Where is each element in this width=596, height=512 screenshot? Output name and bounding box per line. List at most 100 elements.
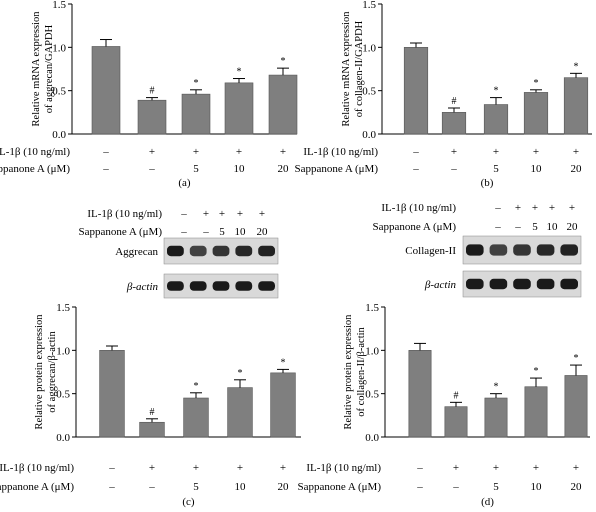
- il1b-condition: +: [149, 462, 155, 474]
- sappanone-condition: –: [202, 226, 209, 238]
- blot-band: [489, 244, 508, 256]
- y-axis-label: Relative protein expression of collagen-I…: [343, 314, 367, 430]
- il1b-condition: +: [515, 202, 521, 214]
- sappanone-condition: –: [108, 481, 115, 493]
- bar: [268, 74, 298, 135]
- il1b-condition: –: [412, 146, 419, 158]
- sappanone-condition: 20: [278, 163, 290, 175]
- sappanone-condition: 10: [547, 221, 559, 233]
- bar: [403, 47, 429, 135]
- il1b-condition: +: [236, 146, 242, 158]
- target-blot-label: Aggrecan: [115, 246, 158, 258]
- il1b-condition: +: [280, 146, 286, 158]
- significance-marker: *: [494, 382, 499, 393]
- il1b-condition: +: [453, 462, 459, 474]
- significance-marker: *: [281, 357, 286, 368]
- blot-band: [536, 244, 555, 256]
- il1b-condition: +: [573, 462, 579, 474]
- sappanone-condition: –: [416, 481, 423, 493]
- loading-blot-label: β-actin: [424, 279, 457, 291]
- bar: [227, 387, 253, 438]
- il1b-condition: –: [416, 462, 423, 474]
- significance-marker: *: [238, 368, 243, 379]
- sappanone-condition: 20: [257, 226, 269, 238]
- sappanone-condition: –: [148, 481, 155, 493]
- blot-band: [258, 281, 275, 291]
- y-axis-label: Relative mRNA expression of aggrecan/GAPD…: [31, 11, 55, 127]
- sappanone-condition: –: [180, 226, 187, 238]
- blot-band: [466, 244, 484, 256]
- sappanone-condition: 5: [193, 481, 199, 493]
- sappanone-condition: –: [450, 163, 457, 175]
- significance-marker: *: [194, 381, 199, 392]
- sappanone-row-label: Sappanone A (μM): [298, 481, 382, 493]
- sappanone-condition: 20: [567, 221, 579, 233]
- blot-band: [258, 245, 275, 257]
- y-tick-label: 1.0: [362, 42, 376, 54]
- blot-band: [536, 278, 555, 290]
- il1b-condition: +: [237, 462, 243, 474]
- blot-band: [235, 281, 253, 291]
- y-axis-label-line: Relative mRNA expression: [341, 11, 352, 127]
- significance-marker: *: [574, 61, 579, 72]
- sappanone-condition: –: [452, 481, 459, 493]
- y-axis-label: Relative protein expression of aggrecan/β…: [34, 314, 58, 430]
- bar: [99, 350, 125, 438]
- blot-band: [466, 278, 484, 290]
- blot-band: [189, 281, 207, 291]
- bar: [444, 406, 468, 438]
- il1b-condition: +: [149, 146, 155, 158]
- panel-label: (b): [481, 177, 494, 189]
- y-tick-label: 1.5: [56, 302, 70, 314]
- panel-label: (c): [182, 496, 195, 508]
- bar: [484, 397, 508, 438]
- y-axis-label-line: of aggrecan/GAPDH: [44, 24, 55, 113]
- il1b-row-label: IL-1β (10 ng/ml): [306, 462, 381, 474]
- sappanone-condition: 5: [193, 163, 199, 175]
- y-tick-label: 0.5: [365, 389, 379, 401]
- il1b-condition: +: [451, 146, 457, 158]
- y-axis-label-line: of aggrecan/β-actin: [47, 331, 58, 413]
- sappanone-condition: –: [412, 163, 419, 175]
- significance-marker: *: [534, 366, 539, 377]
- sappanone-condition: 5: [532, 221, 538, 233]
- il1b-row-label: IL-1β (10 ng/ml): [381, 202, 456, 214]
- sappanone-condition: 5: [219, 226, 225, 238]
- blot-band: [489, 278, 508, 290]
- il1b-condition: +: [193, 146, 199, 158]
- y-axis-label-line: Relative protein expression: [34, 314, 45, 430]
- blot-band: [167, 245, 184, 257]
- y-tick-label: 0.0: [365, 432, 379, 444]
- y-tick-label: 1.0: [52, 42, 66, 54]
- panel-label: (d): [481, 496, 494, 508]
- il1b-condition: +: [259, 208, 265, 220]
- bar: [224, 82, 254, 135]
- il1b-condition: +: [280, 462, 286, 474]
- y-tick-label: 0.0: [52, 129, 66, 141]
- il1b-condition: –: [180, 208, 187, 220]
- bar: [270, 372, 296, 438]
- blot-band: [235, 245, 253, 257]
- bar: [139, 421, 165, 438]
- y-tick-label: 0.0: [56, 432, 70, 444]
- il1b-condition: +: [193, 462, 199, 474]
- il1b-condition: +: [493, 146, 499, 158]
- y-tick-label: 1.0: [365, 345, 379, 357]
- sappanone-condition: 10: [531, 163, 543, 175]
- significance-marker: #: [452, 96, 457, 107]
- panel-label: (a): [178, 177, 191, 189]
- il1b-condition: +: [493, 462, 499, 474]
- sappanone-row-label: Sappanone A (μM): [295, 163, 379, 175]
- y-tick-label: 1.5: [362, 0, 376, 11]
- bar: [408, 350, 432, 438]
- y-tick-label: 0.0: [362, 129, 376, 141]
- il1b-row-label: IL-1β (10 ng/ml): [87, 208, 162, 220]
- sappanone-condition: 5: [493, 163, 499, 175]
- y-tick-label: 1.5: [365, 302, 379, 314]
- bar: [483, 104, 509, 135]
- il1b-row-label: IL-1β (10 ng/ml): [0, 146, 70, 158]
- bar: [137, 99, 167, 135]
